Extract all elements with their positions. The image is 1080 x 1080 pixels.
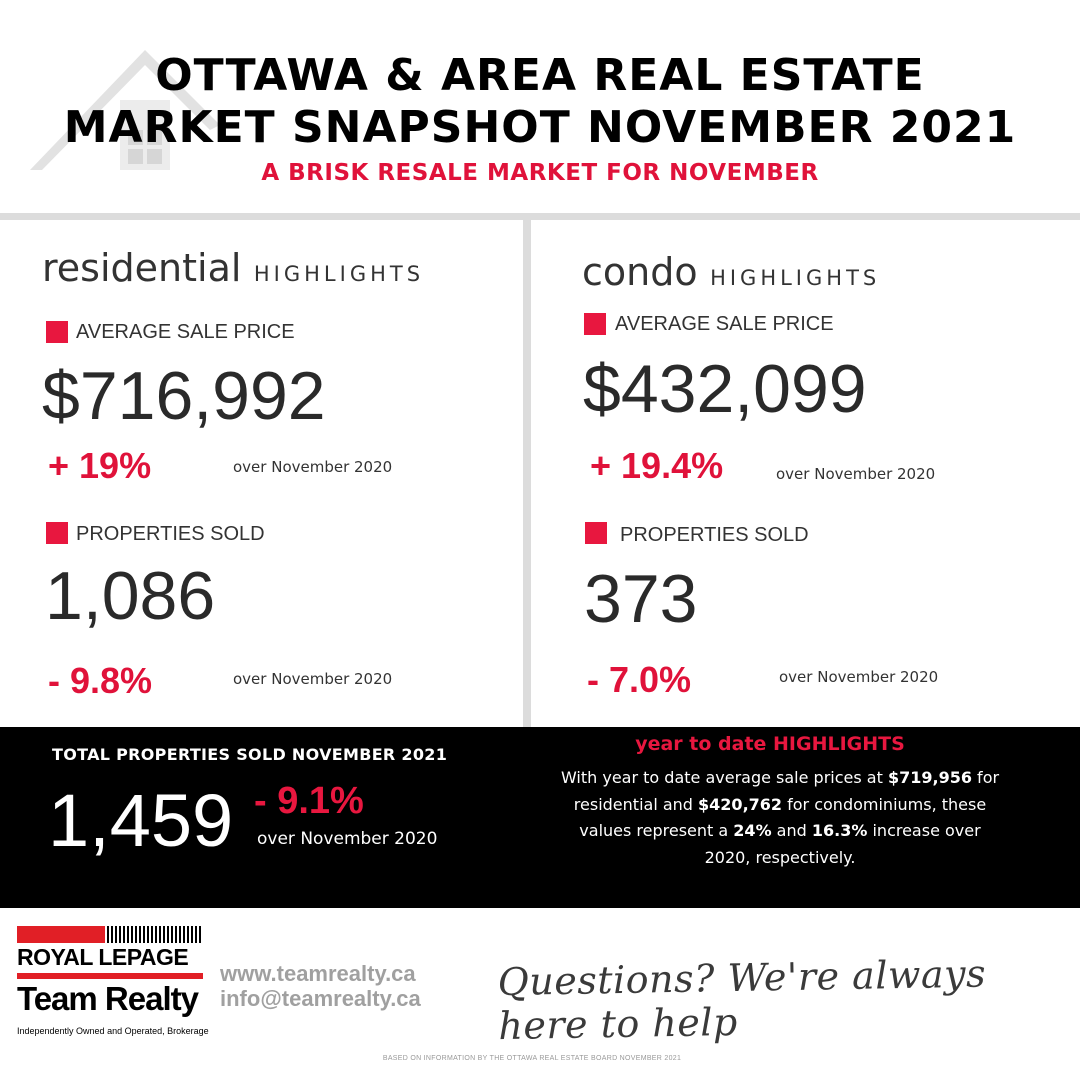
logo-line-2: Team Realty [17, 980, 199, 1017]
condo-sold-compare: over November 2020 [779, 668, 939, 686]
website-link[interactable]: www.teamrealty.ca [220, 961, 416, 986]
royal-lepage-logo: ROYAL LEPAGE Team Realty Independently O… [17, 926, 209, 1042]
residential-sold-change: - 9.8% [48, 660, 153, 701]
total-sold-compare: over November 2020 [257, 829, 438, 849]
residential-sold-label: PROPERTIES SOLD [76, 523, 265, 545]
ytd-paragraph: With year to date average sale prices at… [560, 765, 1000, 871]
residential-avg-change: + 19% [48, 445, 152, 486]
page-title-line-2: MARKET SNAPSHOT NOVEMBER 2021 [63, 102, 1017, 153]
condo-section-title: condo HIGHLIGHTS [582, 250, 880, 294]
condo-title-word: condo [582, 250, 698, 294]
page-subtitle: A BRISK RESALE MARKET FOR NOVEMBER [261, 160, 819, 186]
source-note: BASED ON INFORMATION BY THE OTTAWA REAL … [382, 1055, 682, 1062]
residential-avg-compare: over November 2020 [233, 458, 393, 476]
page-title-line-1: OTTAWA & AREA REAL ESTATE [155, 50, 925, 101]
condo-avg-change: + 19.4% [590, 445, 724, 486]
logo-red-bar [17, 926, 105, 943]
ytd-residential-increase: 24% [733, 821, 772, 840]
residential-title-word: residential [42, 246, 242, 290]
condo-avg-label: AVERAGE SALE PRICE [615, 313, 834, 335]
condo-sold-value: 373 [584, 561, 698, 637]
email-link[interactable]: info@teamrealty.ca [220, 986, 421, 1011]
red-square-bullet-icon [584, 313, 606, 335]
logo-line-1: ROYAL LEPAGE [17, 944, 189, 970]
ytd-text-part: increase over 2020, respectively. [704, 821, 981, 867]
residential-section-title: residential HIGHLIGHTS [42, 246, 424, 290]
red-square-bullet-icon [46, 522, 68, 544]
total-sold-change: - 9.1% [254, 780, 364, 822]
horizontal-divider [0, 213, 1080, 220]
condo-sold-change: - 7.0% [587, 659, 692, 700]
residential-sold-compare: over November 2020 [233, 670, 393, 688]
ytd-condo-price: $420,762 [698, 794, 783, 814]
ytd-text-part: and [771, 821, 812, 840]
footer-tagline: Questions? We're always here to help [497, 951, 987, 1049]
condo-sold-label: PROPERTIES SOLD [620, 524, 809, 546]
summary-band [0, 727, 1080, 908]
ytd-text-part: With year to date average sale prices at [560, 768, 888, 787]
residential-sold-value: 1,086 [45, 558, 216, 634]
ytd-text-part: for residential and [573, 768, 1000, 814]
logo-stripes [107, 926, 203, 943]
residential-title-sub: HIGHLIGHTS [253, 262, 425, 286]
ytd-title: year to date HIGHLIGHTS [635, 733, 905, 755]
total-sold-heading: TOTAL PROPERTIES SOLD NOVEMBER 2021 [52, 745, 448, 764]
residential-avg-label: AVERAGE SALE PRICE [76, 321, 295, 343]
total-sold-value: 1,459 [48, 779, 234, 862]
logo-separator [17, 973, 203, 979]
ytd-residential-price: $719,956 [887, 768, 972, 787]
red-square-bullet-icon [585, 522, 607, 544]
condo-avg-value: $432,099 [583, 351, 867, 427]
condo-title-sub: HIGHLIGHTS [710, 266, 881, 290]
ytd-text-part: for condominiums, these values represent… [579, 794, 987, 841]
condo-avg-compare: over November 2020 [776, 465, 936, 483]
ytd-condo-increase: 16.3% [811, 821, 868, 840]
vertical-divider [523, 220, 531, 728]
logo-tagline: Independently Owned and Operated, Broker… [17, 1026, 209, 1036]
red-square-bullet-icon [46, 321, 68, 343]
house-watermark-icon [30, 50, 220, 170]
residential-avg-value: $716,992 [42, 358, 326, 434]
